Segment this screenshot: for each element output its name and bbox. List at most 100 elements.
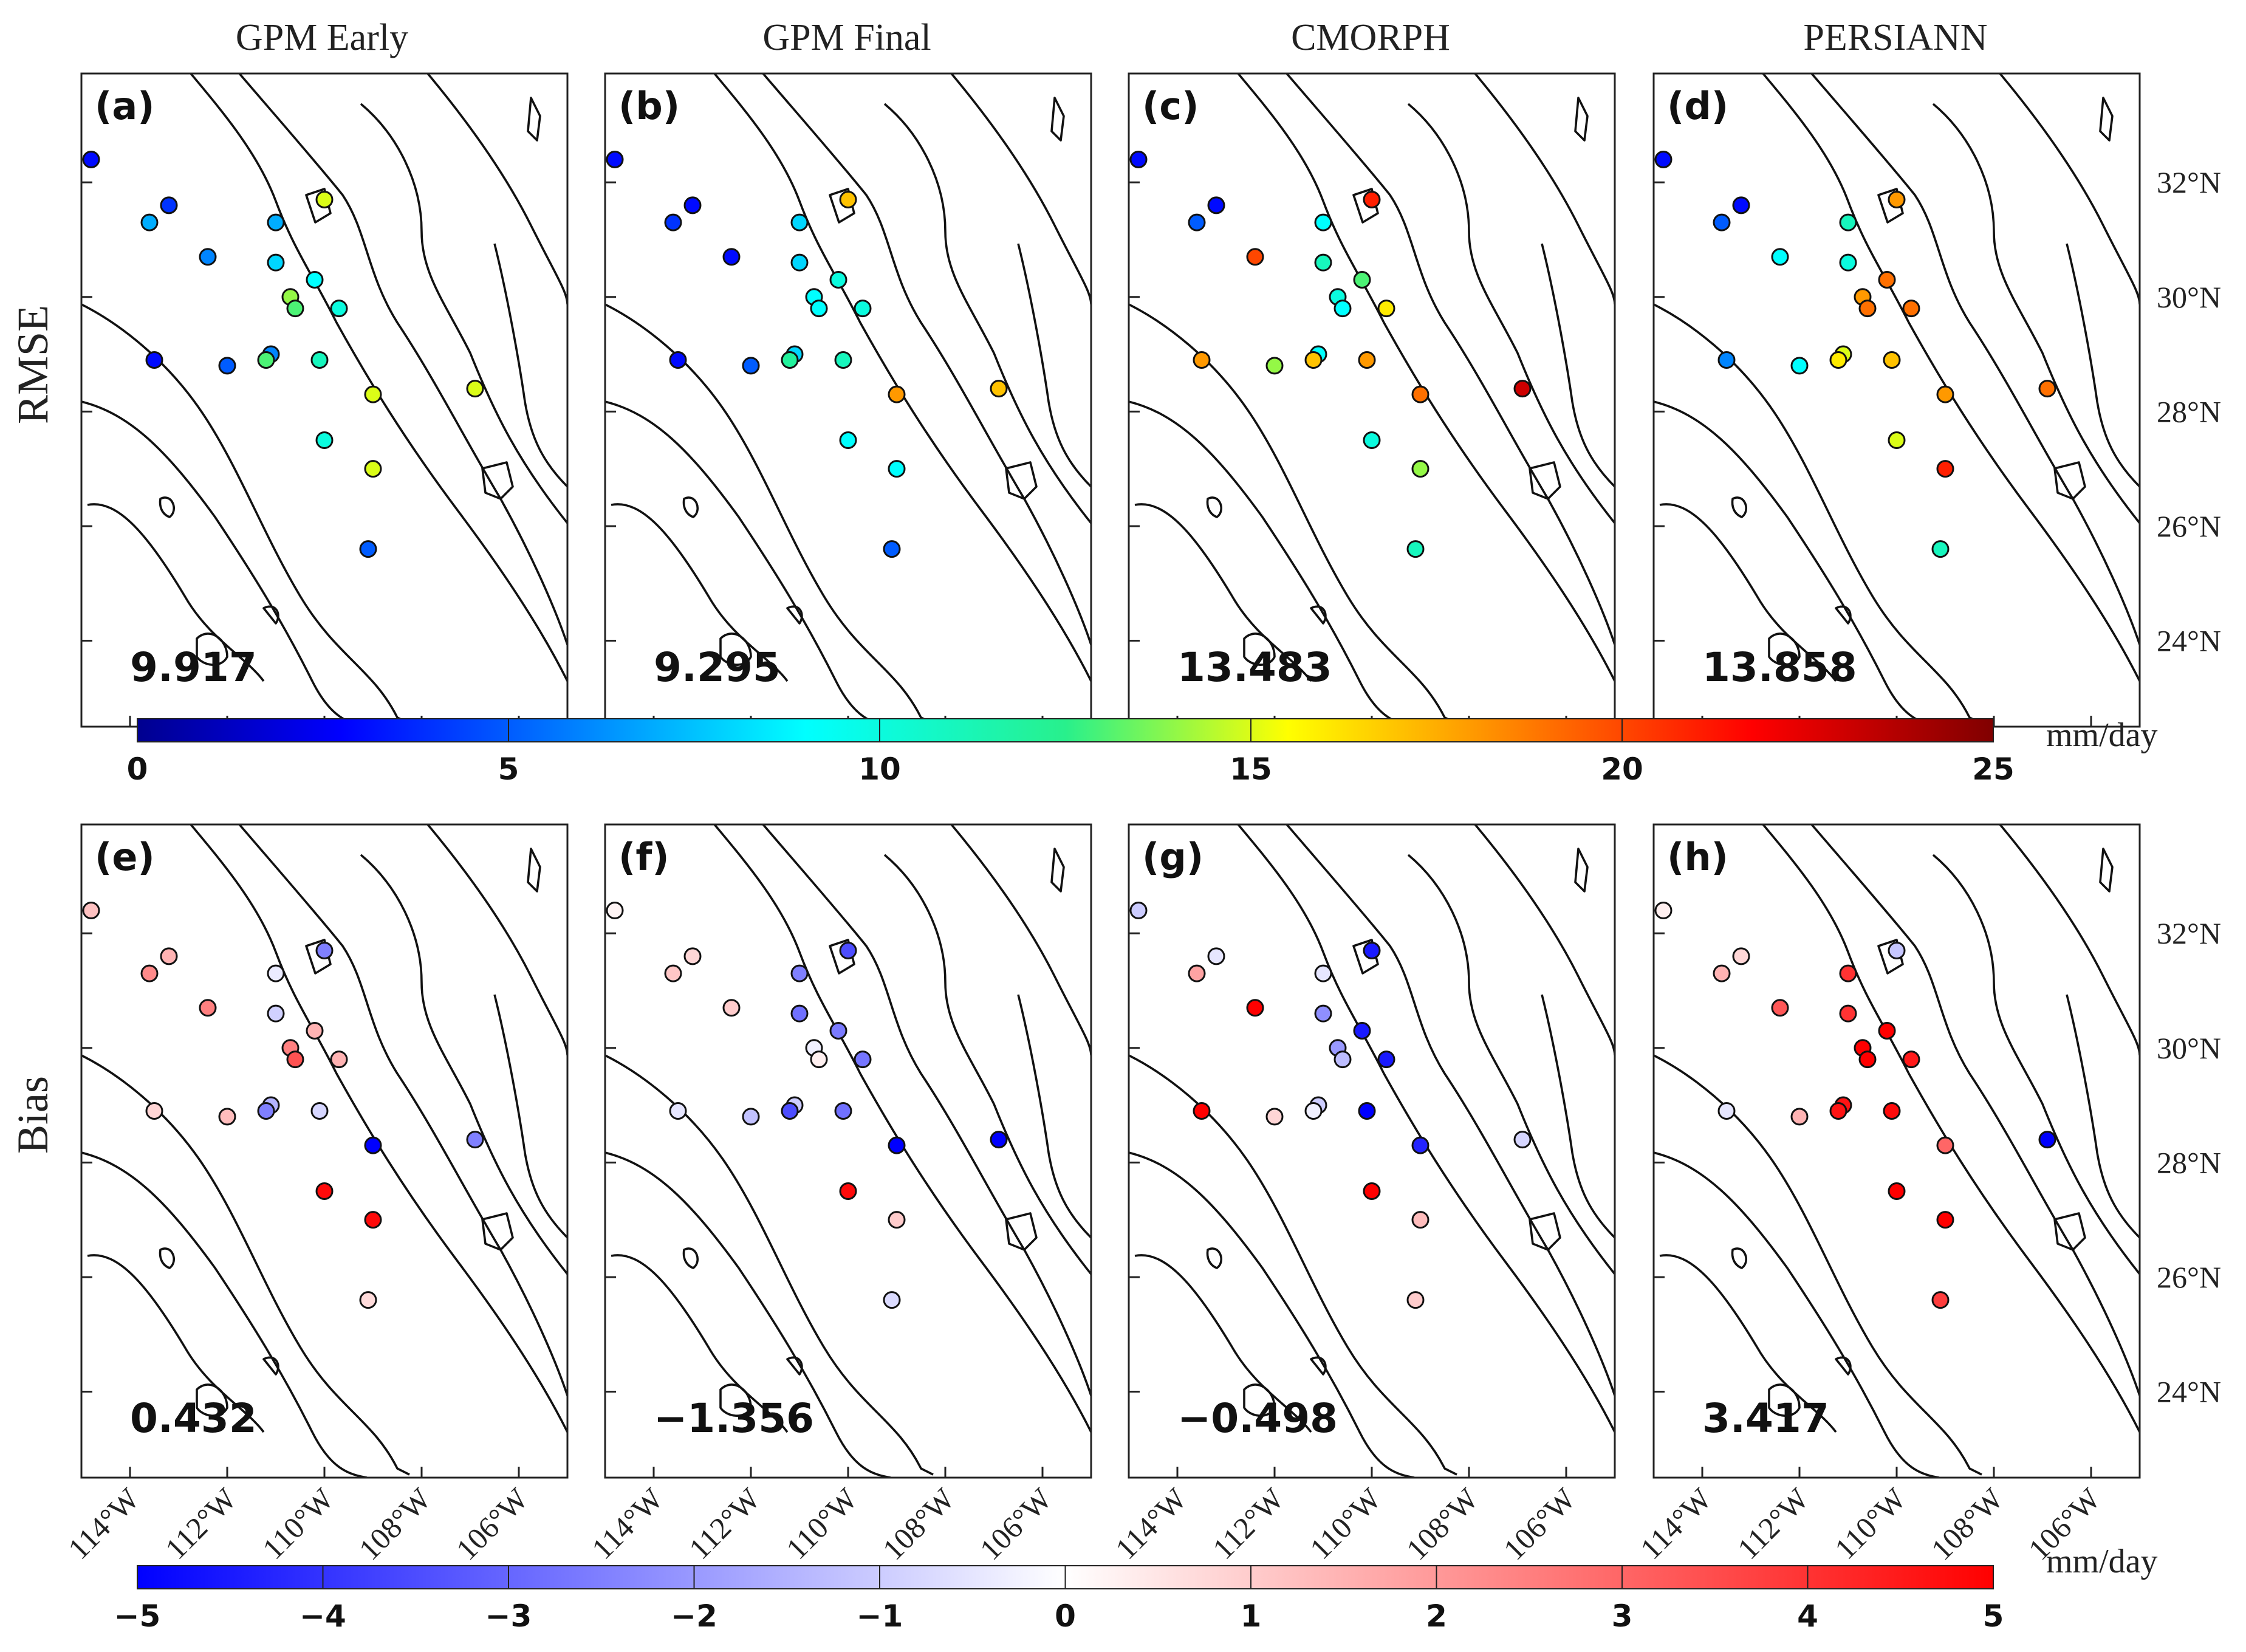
longitude-labels: 114°W 112°W 110°W 108°W 106°W 114°W 112°W 110°W…	[61, 1481, 2107, 1567]
station-marker	[1188, 213, 1206, 231]
station-marker	[790, 1004, 809, 1023]
station-marker	[1883, 351, 1901, 369]
colorbar-tick-label: 0	[127, 752, 148, 787]
colorbar-tick-label: 4	[1797, 1599, 1818, 1634]
panel-frame	[1652, 823, 2141, 1479]
station-marker	[722, 248, 741, 266]
latitude-label: 32°N	[2157, 916, 2221, 950]
station-marker	[1314, 253, 1332, 272]
map-panel: (d) 13.858	[1652, 72, 2141, 728]
station-marker	[883, 540, 901, 558]
station-marker	[1839, 213, 1857, 231]
panel-score: 13.483	[1177, 644, 1332, 691]
station-marker	[286, 300, 304, 318]
longitude-label: 106°W	[1497, 1481, 1583, 1567]
station-marker	[466, 380, 484, 398]
column-title-gpm-early: GPM Early	[236, 17, 408, 58]
latitude-label: 24°N	[2157, 1375, 2221, 1409]
panel-score: 9.917	[130, 644, 257, 691]
station-marker	[839, 941, 857, 959]
station-marker	[1790, 1108, 1809, 1126]
latitude-label: 26°N	[2157, 509, 2221, 543]
station-marker	[1878, 270, 1896, 289]
station-marker	[990, 380, 1008, 398]
station-marker	[257, 351, 275, 369]
station-marker	[1363, 1182, 1381, 1201]
panel-score: −1.356	[654, 1395, 814, 1442]
colorbar-tick-label: 5	[1983, 1599, 2004, 1634]
longitude-label: 112°W	[1206, 1481, 1290, 1566]
station-marker	[1888, 190, 1906, 208]
station-marker	[1411, 1136, 1429, 1154]
station-marker	[829, 270, 847, 289]
station-marker	[267, 1004, 285, 1023]
panel-letter: (c)	[1142, 84, 1199, 128]
latitude-label: 28°N	[2157, 1145, 2221, 1179]
colorbar-tick-label: 1	[1241, 1599, 1262, 1634]
station-marker	[160, 947, 178, 965]
station-marker	[1839, 1004, 1857, 1023]
station-marker	[306, 270, 324, 289]
station-marker	[140, 964, 159, 982]
map-panel: (h) 3.417	[1652, 823, 2141, 1479]
station-marker	[1839, 964, 1857, 982]
station-marker	[315, 1182, 334, 1201]
column-title-cmorph: CMORPH	[1291, 17, 1450, 58]
station-marker	[722, 999, 741, 1017]
station-marker	[330, 1050, 348, 1069]
station-marker	[1829, 1102, 1847, 1120]
station-marker	[834, 1102, 852, 1120]
station-marker	[1888, 1182, 1906, 1201]
station-marker	[145, 351, 163, 369]
longitude-label: 112°W	[682, 1481, 767, 1566]
longitude-label: 106°W	[973, 1481, 1059, 1567]
station-marker	[1858, 300, 1877, 318]
station-marker	[1304, 351, 1323, 369]
panel-score: 0.432	[130, 1395, 257, 1442]
latitude-label: 32°N	[2157, 165, 2221, 199]
station-marker	[829, 1021, 847, 1040]
station-marker	[359, 540, 377, 558]
station-marker	[1314, 964, 1332, 982]
station-marker	[1713, 213, 1731, 231]
station-marker	[854, 300, 872, 318]
panel-background	[81, 74, 567, 727]
colorbar-tick-label: −1	[857, 1599, 903, 1634]
station-marker	[1411, 385, 1429, 403]
station-marker	[218, 357, 236, 375]
station-marker	[888, 1211, 906, 1229]
station-marker	[267, 253, 285, 272]
station-marker	[1513, 1131, 1532, 1149]
panel-score: 3.417	[1702, 1395, 1829, 1442]
panel-letter: (e)	[95, 835, 155, 879]
station-marker	[1936, 1211, 1954, 1229]
station-marker	[883, 1291, 901, 1309]
station-marker	[286, 1050, 304, 1069]
station-marker	[810, 300, 828, 318]
colorbar-tick-label: −5	[114, 1599, 161, 1634]
station-marker	[888, 385, 906, 403]
station-marker	[1883, 1102, 1901, 1120]
station-marker	[669, 1102, 687, 1120]
colorbar-tick-label: 10	[858, 752, 901, 787]
station-marker	[364, 385, 382, 403]
longitude-label: 112°W	[1731, 1481, 1815, 1566]
station-marker	[839, 1182, 857, 1201]
station-marker	[1265, 357, 1284, 375]
rmse-colorbar-ticks: 0 5 10 15 20 25	[127, 719, 2015, 787]
colorbar-tick-label: 3	[1612, 1599, 1633, 1634]
panel-score: −0.498	[1177, 1395, 1338, 1442]
station-marker	[1207, 947, 1225, 965]
station-marker	[1936, 1136, 1954, 1154]
station-marker	[364, 1211, 382, 1229]
station-marker	[1406, 1291, 1425, 1309]
row-label-rmse: RMSE	[9, 305, 57, 424]
station-marker	[199, 999, 217, 1017]
longitude-label: 114°W	[1634, 1481, 1718, 1566]
longitude-label: 108°W	[876, 1481, 962, 1567]
longitude-label: 110°W	[256, 1481, 340, 1566]
row-label-bias: Bias	[9, 1076, 57, 1154]
colorbar-tick-label: −2	[671, 1599, 717, 1634]
station-marker	[1246, 999, 1264, 1017]
station-marker	[990, 1131, 1008, 1149]
